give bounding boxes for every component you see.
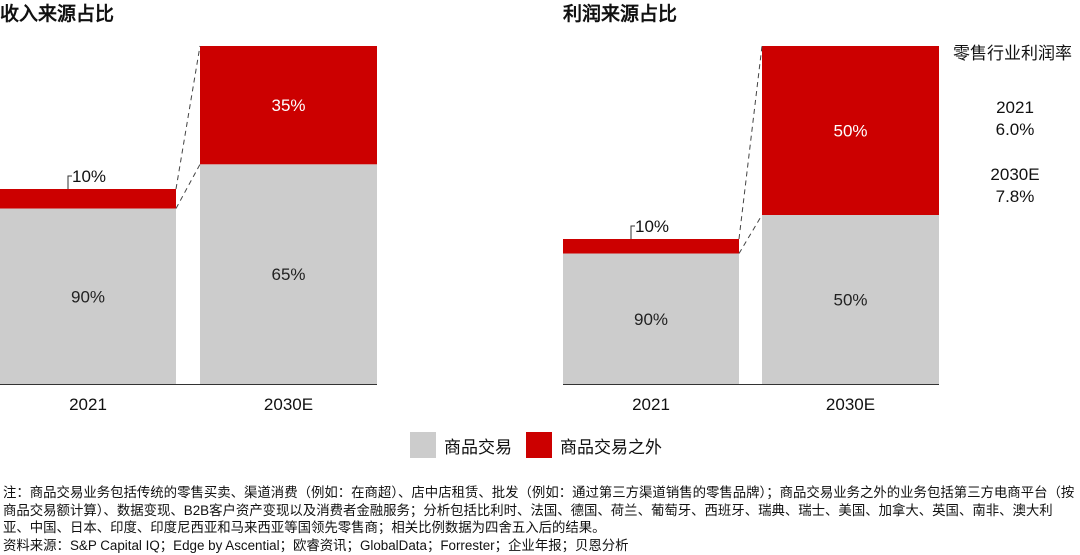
profit-margin-panel: 零售行业利润率 [945, 43, 1080, 65]
legend-label-goods: 商品交易 [444, 437, 512, 457]
profit-margin-2021: 2021 6.0% [975, 97, 1055, 141]
data-label: 50% [833, 122, 867, 141]
bar-segment-goods [0, 208, 176, 384]
data-label: 10% [72, 167, 106, 186]
legend-item-goods: 商品交易 [410, 432, 512, 458]
footnote: 注：商品交易业务包括传统的零售买卖、渠道消费（例如：在商超）、店中店租赁、批发（… [3, 485, 1075, 535]
legend-swatch-non-goods [526, 432, 552, 458]
data-label: 90% [71, 287, 105, 306]
legend: 商品交易 商品交易之外 [410, 432, 676, 458]
bar-segment-non-goods [0, 189, 176, 209]
connector-line [175, 164, 201, 209]
legend-label-non-goods: 商品交易之外 [560, 437, 662, 457]
profit-margin-year: 2021 [996, 98, 1034, 117]
data-label: 90% [634, 310, 668, 329]
x-tick-label: 2030E [264, 395, 313, 414]
data-label: 65% [271, 265, 305, 284]
stacked-bar-charts: 收入来源占比 90% 10% 2021 65% 35% 2030E 利润来源占比 90% 10% 2… [0, 2, 939, 414]
legend-swatch-goods [410, 432, 436, 458]
data-label-leader [67, 175, 72, 189]
x-tick-label: 2030E [826, 395, 875, 414]
profit-margin-year: 2030E [990, 165, 1040, 184]
data-label-leader [630, 225, 635, 239]
chart-title: 利润来源占比 [563, 2, 677, 25]
profit-margin-value: 7.8% [995, 187, 1035, 206]
data-label: 35% [271, 96, 305, 115]
connector-line [738, 45, 763, 240]
connector-line [175, 45, 201, 190]
bar-segment-goods [563, 253, 739, 384]
profit-margin-value: 6.0% [995, 120, 1035, 139]
chart-title: 收入来源占比 [0, 2, 114, 25]
bar-segment-goods [762, 215, 939, 384]
x-tick-label: 2021 [69, 395, 107, 414]
connector-line [738, 214, 763, 254]
profit-margin-2030e: 2030E 7.8% [975, 164, 1055, 208]
bar-segment-non-goods [563, 239, 739, 254]
source-note: 资料来源：S&P Capital IQ；Edge by Ascential；欧睿… [3, 538, 629, 553]
bar-segment-non-goods [762, 46, 939, 215]
data-label: 10% [635, 217, 669, 236]
bar-segment-non-goods [200, 46, 377, 165]
bar-segment-goods [200, 164, 377, 384]
legend-item-non-goods: 商品交易之外 [526, 432, 662, 458]
profit-margin-title: 零售行业利润率 [953, 44, 1072, 63]
x-tick-label: 2021 [632, 395, 670, 414]
data-label: 50% [833, 291, 867, 310]
